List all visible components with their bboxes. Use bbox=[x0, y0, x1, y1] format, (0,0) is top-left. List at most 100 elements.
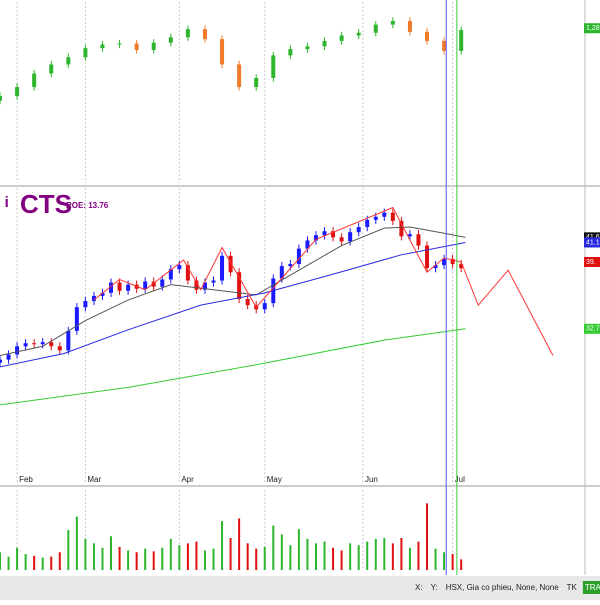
candle-body bbox=[399, 220, 404, 237]
candle-body bbox=[296, 248, 301, 265]
volume-bar bbox=[434, 548, 437, 570]
volume-bar bbox=[263, 546, 266, 570]
candle-body bbox=[288, 49, 293, 56]
candle-body bbox=[15, 346, 20, 355]
volume-bar bbox=[0, 552, 1, 570]
volume-bar bbox=[7, 556, 10, 570]
indicator-line bbox=[0, 328, 466, 406]
candle-body bbox=[382, 212, 387, 217]
candle-body bbox=[202, 282, 207, 290]
candle-body bbox=[313, 235, 318, 241]
candle-body bbox=[390, 212, 395, 221]
volume-bar bbox=[186, 543, 189, 570]
volume-bar bbox=[272, 525, 275, 570]
candle-body bbox=[177, 265, 182, 270]
x-tick-label: May bbox=[267, 475, 282, 484]
volume-bar bbox=[451, 554, 454, 570]
candle-body bbox=[262, 303, 267, 310]
candle-body bbox=[228, 255, 233, 273]
status-item: X: bbox=[415, 583, 423, 592]
volume-bar bbox=[374, 538, 377, 570]
volume-bar bbox=[135, 552, 138, 570]
x-tick-label: Feb bbox=[19, 475, 33, 484]
candle-body bbox=[66, 330, 71, 351]
volume-bar bbox=[58, 552, 61, 570]
status-item: TRADE bbox=[585, 583, 600, 592]
candle-body bbox=[459, 30, 464, 51]
volume-bar bbox=[297, 529, 300, 570]
status-item: HSX, Gia co phieu, None, None bbox=[446, 583, 560, 592]
candle-body bbox=[151, 42, 156, 50]
volume-bar bbox=[118, 546, 121, 570]
candle-body bbox=[23, 343, 28, 347]
price-tag-label: 32.7 bbox=[586, 326, 600, 333]
volume-bar bbox=[289, 545, 292, 570]
candle-body bbox=[49, 342, 54, 347]
candle-body bbox=[185, 265, 190, 281]
ticker-title: CTS bbox=[20, 189, 72, 219]
volume-bar bbox=[229, 538, 232, 570]
candle-body bbox=[185, 29, 190, 38]
volume-bar bbox=[366, 541, 369, 570]
candle-body bbox=[109, 282, 114, 293]
volume-bar bbox=[67, 530, 70, 570]
candle-body bbox=[57, 346, 62, 351]
volume-bar bbox=[417, 541, 420, 570]
candle-body bbox=[416, 234, 421, 246]
candle-body bbox=[425, 245, 430, 269]
volume-bar bbox=[84, 538, 87, 570]
volume-bar bbox=[110, 536, 113, 570]
status-item: Y: bbox=[431, 583, 438, 592]
candle-body bbox=[194, 280, 199, 290]
volume-bar bbox=[426, 503, 429, 570]
candle-body bbox=[117, 43, 122, 45]
volume-bar bbox=[212, 548, 215, 570]
candle-body bbox=[365, 219, 370, 228]
volume-bar bbox=[238, 518, 241, 570]
candle-body bbox=[237, 272, 242, 299]
volume-bar bbox=[349, 543, 352, 570]
candle-body bbox=[220, 255, 225, 281]
volume-bar bbox=[400, 538, 403, 570]
volume-bar bbox=[169, 538, 172, 570]
candle-body bbox=[425, 31, 430, 41]
volume-bar bbox=[152, 551, 155, 570]
candle-body bbox=[373, 216, 378, 220]
candle-body bbox=[211, 280, 216, 283]
volume-bar bbox=[391, 543, 394, 570]
x-tick-label: Jul bbox=[455, 475, 465, 484]
volume-bar bbox=[24, 554, 27, 570]
candle-body bbox=[151, 281, 156, 287]
volume-bar bbox=[408, 547, 411, 570]
volume-bar bbox=[340, 550, 343, 570]
candle-body bbox=[390, 21, 395, 25]
volume-bar bbox=[460, 559, 463, 570]
candle-body bbox=[49, 64, 54, 74]
candle-body bbox=[100, 292, 105, 296]
candle-body bbox=[40, 342, 45, 345]
candle-body bbox=[0, 359, 2, 363]
volume-bar bbox=[161, 547, 164, 570]
candle-body bbox=[442, 40, 447, 51]
price-tag bbox=[584, 237, 600, 248]
volume-bar bbox=[246, 543, 249, 570]
indicator-line bbox=[93, 206, 554, 356]
candle-body bbox=[126, 284, 131, 291]
candle-body bbox=[331, 231, 336, 238]
candle-body bbox=[356, 32, 361, 36]
candle-body bbox=[83, 301, 88, 308]
candle-body bbox=[279, 266, 284, 279]
candle-body bbox=[220, 39, 225, 65]
candle-body bbox=[322, 40, 327, 47]
candle-body bbox=[168, 269, 173, 280]
volume-bar bbox=[443, 552, 446, 570]
candle-body bbox=[288, 264, 293, 267]
candle-body bbox=[245, 299, 250, 306]
roe-label: ROE: 13.76 bbox=[66, 201, 109, 210]
volume-bar bbox=[144, 548, 147, 570]
status-bar bbox=[0, 576, 600, 600]
price-tag-label: 39. bbox=[586, 259, 596, 266]
x-tick-label: Jun bbox=[365, 475, 378, 484]
price-tag-label: 1,28 bbox=[586, 25, 600, 32]
